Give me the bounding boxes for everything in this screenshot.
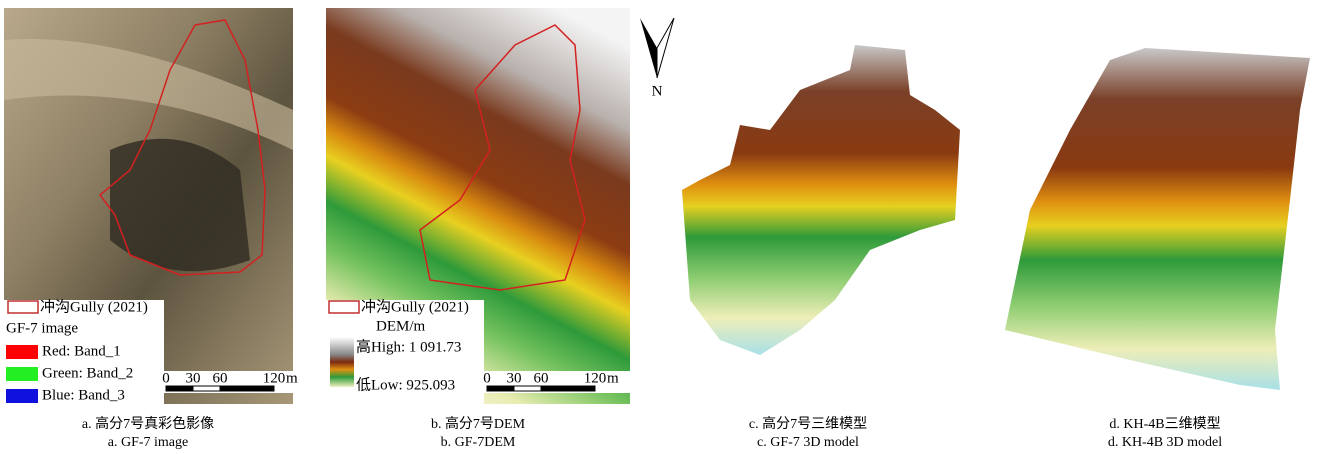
scale-unit: m (286, 370, 298, 386)
legend-label: Blue: Band_3 (42, 387, 125, 403)
legend-ramp (330, 337, 354, 387)
arrow-half (640, 18, 657, 78)
legend-swatch (6, 345, 38, 359)
legend-swatch (6, 367, 38, 381)
caption: c. GF-7 3D model (757, 435, 859, 450)
scale-tick-label: 60 (213, 370, 228, 386)
figure: 冲沟Gully (2021) GF-7 image Red: Band_1 Gr… (0, 0, 1327, 454)
arrow-half (657, 18, 674, 78)
legend-label: 高High: 1 091.73 (356, 338, 461, 355)
north-label: N (652, 83, 663, 99)
scale-tick-label: 120 (584, 370, 607, 386)
legend-label: 冲沟Gully (2021) (40, 298, 148, 315)
panel-a: 冲沟Gully (2021) GF-7 image Red: Band_1 Gr… (4, 8, 293, 404)
scale-bar-segment (220, 386, 274, 391)
gf7-3d-model (682, 45, 960, 355)
panel-b: 冲沟Gully (2021) DEM/m 高High: 1 091.73 低Lo… (326, 8, 630, 404)
scale-tick-label: 60 (534, 370, 549, 386)
scale-tick-label: 120 (263, 370, 286, 386)
kh4b-3d-model (1005, 48, 1310, 390)
scale-tick-label: 0 (483, 370, 491, 386)
scale-bar-segment (193, 386, 220, 391)
caption: a. GF-7 image (108, 435, 188, 450)
scale-tick-label: 30 (186, 370, 201, 386)
caption: c. 高分7号三维模型 (749, 415, 867, 432)
caption: b. 高分7号DEM (431, 415, 526, 432)
caption: d. KH-4B三维模型 (1109, 416, 1220, 432)
north-arrow: N (640, 18, 674, 99)
scale-bar-segment (514, 386, 541, 391)
scale-bar-segment (166, 386, 193, 391)
scale-unit: m (607, 370, 619, 386)
scale-bar-segment (487, 386, 514, 391)
legend-label: Green: Band_2 (42, 365, 133, 381)
legend-label: 低Low: 925.093 (356, 376, 455, 393)
caption: a. 高分7号真彩色影像 (82, 415, 214, 432)
legend-swatch (6, 389, 38, 403)
caption: d. KH-4B 3D model (1108, 435, 1222, 450)
caption: b. GF-7DEM (441, 435, 516, 450)
legend-title: DEM/m (376, 318, 426, 334)
legend-label: Red: Band_1 (42, 343, 121, 359)
scale-tick-label: 0 (162, 370, 170, 386)
scale-bar-segment (541, 386, 595, 391)
scale-tick-label: 30 (507, 370, 522, 386)
legend-title: GF-7 image (6, 320, 78, 336)
legend-label: 冲沟Gully (2021) (361, 298, 469, 315)
